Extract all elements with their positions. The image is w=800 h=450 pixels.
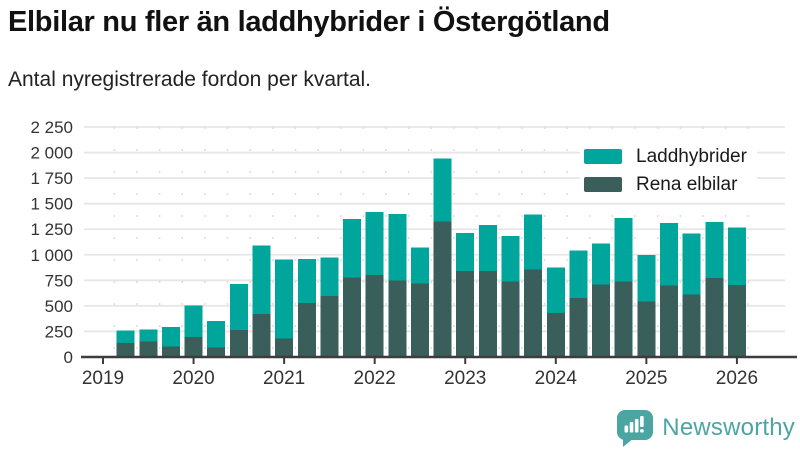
bar-rena-elbilar-2020-q3	[229, 329, 248, 357]
y-tick-label: 2 250	[30, 118, 73, 137]
bar-laddhybrider-2022-q4	[433, 158, 452, 222]
logo-exclamation-stem	[640, 416, 644, 427]
legend-swatch-rena-elbilar	[584, 177, 622, 192]
chart-subtitle: Antal nyregistrerade fordon per kvartal.	[8, 68, 372, 91]
newsworthy-logo-icon	[617, 410, 654, 447]
bar-rena-elbilar-2025-q2	[660, 285, 678, 357]
x-tick-label: 2022	[354, 368, 396, 389]
bar-rena-elbilar-2019-q4	[161, 346, 180, 357]
y-tick-label: 1 500	[30, 195, 73, 214]
bar-laddhybrider-2024-q3	[592, 243, 611, 285]
bar-rena-elbilar-2019-q3	[139, 341, 158, 357]
bar-laddhybrider-2023-q4	[524, 214, 543, 270]
bar-rena-elbilar-2023-q1	[456, 271, 475, 357]
bar-laddhybrider-2021-q3	[320, 257, 339, 297]
bar-laddhybrider-2023-q2	[478, 225, 497, 272]
bar-laddhybrider-2025-q2	[660, 223, 678, 286]
bar-laddhybrider-2021-q4	[343, 219, 362, 278]
y-tick-label: 1 250	[30, 220, 73, 239]
bar-laddhybrider-2023-q1	[456, 232, 475, 272]
bar-laddhybrider-2022-q3	[410, 247, 429, 284]
bar-rena-elbilar-2021-q1	[275, 338, 294, 357]
bar-rena-elbilar-2022-q2	[388, 280, 407, 357]
bar-laddhybrider-2020-q2	[207, 321, 226, 348]
logo-bar-2	[629, 422, 634, 433]
bar-rena-elbilar-2021-q2	[297, 302, 316, 357]
bar-laddhybrider-2025-q4	[705, 222, 724, 278]
bar-laddhybrider-2019-q3	[139, 329, 158, 342]
y-tick-label: 0	[64, 348, 73, 367]
logo-exclamation-dot	[640, 429, 644, 433]
bar-laddhybrider-2020-q4	[252, 245, 271, 315]
bar-laddhybrider-2020-q3	[229, 283, 248, 330]
legend-item-rena-elbilar: Rena elbilar	[584, 175, 747, 194]
bar-rena-elbilar-2025-q3	[682, 294, 701, 357]
bar-laddhybrider-2024-q2	[569, 250, 588, 299]
x-tick-label: 2020	[172, 368, 214, 389]
bar-laddhybrider-2025-q1	[637, 254, 656, 302]
legend-item-laddhybrider: Laddhybrider	[584, 147, 747, 166]
x-tick-label: 2025	[625, 368, 667, 389]
x-tick-label: 2023	[444, 368, 486, 389]
y-tick-label: 2 000	[30, 144, 73, 163]
bar-laddhybrider-2021-q1	[275, 259, 294, 339]
bar-rena-elbilar-2024-q1	[546, 313, 565, 357]
y-tick-label: 750	[45, 271, 73, 290]
bars-group	[116, 158, 746, 357]
logo-bar-3	[635, 419, 639, 433]
bar-laddhybrider-2023-q3	[501, 235, 520, 282]
bar-rena-elbilar-2025-q4	[705, 277, 724, 357]
chart-legend: Laddhybrider Rena elbilar	[580, 143, 757, 200]
legend-swatch-laddhybrider	[584, 149, 622, 164]
bar-rena-elbilar-2024-q3	[592, 284, 611, 357]
bar-laddhybrider-2024-q1	[546, 267, 565, 314]
bar-laddhybrider-2020-q1	[184, 305, 203, 338]
bar-laddhybrider-2026-q1	[727, 227, 746, 285]
bar-rena-elbilar-2023-q3	[501, 281, 520, 357]
legend-label-rena-elbilar: Rena elbilar	[636, 174, 738, 195]
bar-rena-elbilar-2024-q2	[569, 298, 588, 357]
legend-label-laddhybrider: Laddhybrider	[636, 146, 747, 167]
bar-laddhybrider-2022-q1	[365, 211, 384, 276]
y-tick-label: 1 000	[30, 246, 73, 265]
chart-title: Elbilar nu fler än laddhybrider i Österg…	[8, 6, 610, 38]
x-tick-label: 2019	[82, 368, 124, 389]
bar-laddhybrider-2024-q4	[614, 217, 633, 282]
x-tick-label: 2026	[716, 368, 758, 389]
brand-name: Newsworthy	[662, 414, 795, 441]
bar-laddhybrider-2022-q2	[388, 213, 407, 281]
y-tick-label: 500	[45, 297, 73, 316]
bar-laddhybrider-2019-q2	[116, 330, 135, 344]
y-tick-label: 1 750	[30, 169, 73, 188]
logo-bubble-tail	[623, 437, 636, 447]
brand-footer: Newsworthy	[616, 409, 795, 447]
bar-laddhybrider-2025-q3	[682, 233, 701, 295]
bar-rena-elbilar-2021-q4	[343, 277, 362, 357]
y-tick-label: 250	[45, 322, 73, 341]
bar-rena-elbilar-2019-q2	[116, 343, 135, 357]
bar-rena-elbilar-2025-q1	[637, 301, 656, 357]
bar-rena-elbilar-2020-q2	[207, 347, 226, 357]
bar-rena-elbilar-2021-q3	[320, 296, 339, 357]
x-tick-label: 2021	[263, 368, 305, 389]
bar-rena-elbilar-2022-q4	[433, 221, 452, 357]
bar-rena-elbilar-2023-q2	[478, 271, 497, 357]
bar-laddhybrider-2021-q2	[297, 258, 316, 303]
bar-laddhybrider-2019-q4	[161, 326, 180, 347]
bar-rena-elbilar-2020-q1	[184, 337, 203, 357]
x-tick-label: 2024	[535, 368, 578, 389]
bar-rena-elbilar-2026-q1	[727, 284, 746, 357]
bar-rena-elbilar-2020-q4	[252, 314, 271, 357]
logo-bar-1	[624, 425, 629, 433]
bar-rena-elbilar-2022-q3	[410, 283, 429, 357]
bar-rena-elbilar-2022-q1	[365, 275, 384, 357]
bar-rena-elbilar-2023-q4	[524, 269, 543, 357]
bar-rena-elbilar-2024-q4	[614, 281, 633, 357]
